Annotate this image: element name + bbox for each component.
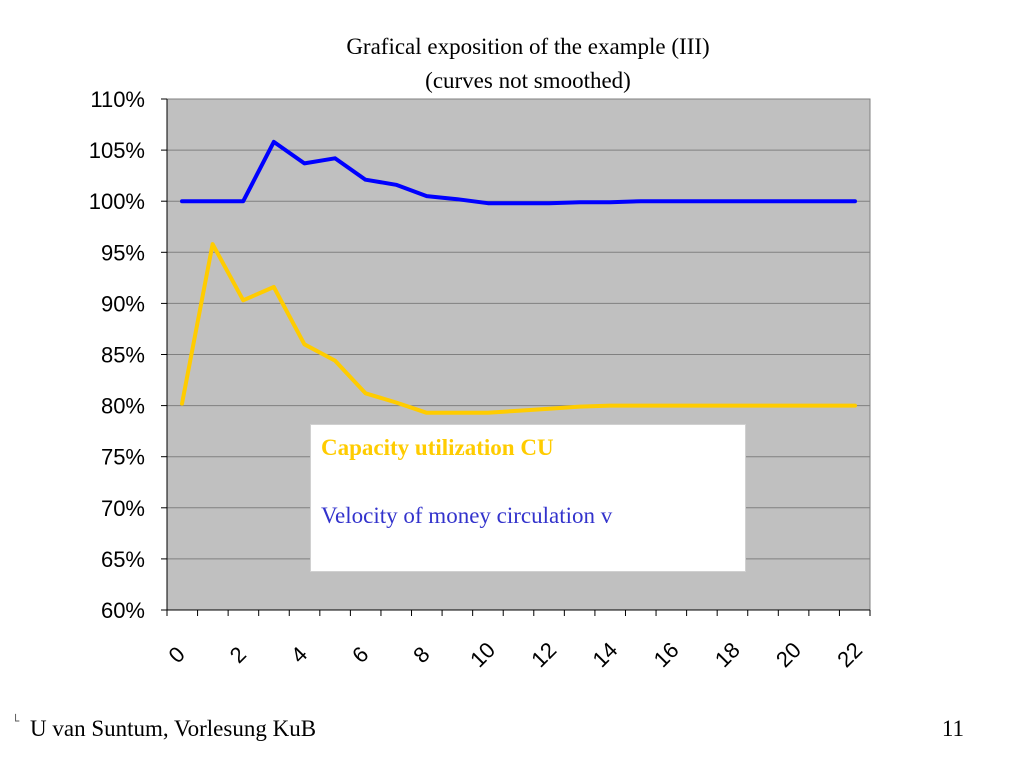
- legend-entry-velocity-of-money: Velocity of money circulation v: [321, 503, 613, 528]
- y-tick-label: 110%: [90, 87, 145, 112]
- y-tick-label: 90%: [101, 291, 145, 316]
- x-tick-label: 8: [408, 642, 434, 668]
- y-tick-label: 105%: [89, 138, 145, 163]
- x-tick-label: 2: [225, 642, 251, 668]
- series-line-velocity-of-money: [180, 139, 857, 206]
- series-lines: [180, 139, 857, 415]
- line-chart: 60% 65% 70% 75% 80% 85% 90% 95% 100% 105% 110% 0 2 4…: [89, 87, 871, 672]
- y-tick-label: 75%: [101, 445, 145, 470]
- page-number: 11: [941, 716, 964, 741]
- y-tick-label: 65%: [101, 547, 145, 572]
- x-tick-label: 22: [832, 637, 867, 672]
- x-tick-label: 4: [286, 642, 312, 668]
- y-tick-label: 70%: [101, 496, 145, 521]
- x-tick-label: 6: [347, 642, 373, 668]
- x-tick-label: 12: [526, 637, 561, 672]
- chart-title-block: Grafical exposition of the example (III)…: [270, 30, 786, 98]
- y-tick-label: 60%: [101, 598, 145, 623]
- chart-subtitle: (curves not smoothed): [425, 68, 631, 93]
- y-tick-label: 80%: [101, 394, 145, 419]
- x-tick-label: 20: [771, 637, 806, 672]
- footer-author: U van Suntum, Vorlesung KuB: [30, 716, 317, 741]
- x-tick-label: 18: [710, 637, 745, 672]
- chart-title: Grafical exposition of the example (III): [346, 34, 710, 59]
- y-tick-label: 95%: [101, 240, 145, 265]
- series-line-capacity-utilization: [180, 242, 857, 415]
- legend-entry-capacity-utilization: Capacity utilization CU: [321, 435, 554, 460]
- y-tick-label: 85%: [101, 343, 145, 368]
- x-tick-label: 0: [164, 642, 190, 668]
- x-axis: 0 2 4 6 8 10 12 14 16 18 20 22: [164, 609, 871, 672]
- x-tick-label: 10: [465, 637, 500, 672]
- y-axis: 60% 65% 70% 75% 80% 85% 90% 95% 100% 105% 110%: [89, 87, 168, 623]
- x-tick-label: 16: [649, 637, 684, 672]
- footer-mark-icon: └: [12, 714, 20, 728]
- legend: Capacity utilization CU Velocity of mone…: [310, 424, 746, 572]
- y-tick-label: 100%: [89, 189, 145, 214]
- x-tick-label: 14: [587, 637, 622, 672]
